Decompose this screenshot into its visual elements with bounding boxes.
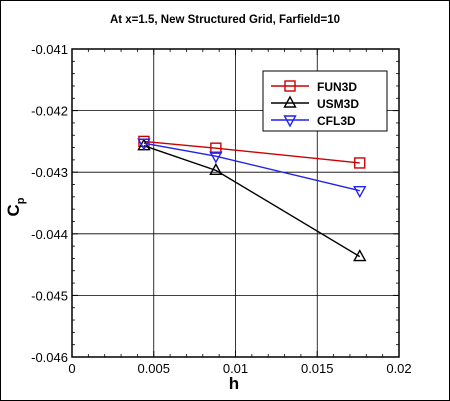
cfl3d-line — [143, 142, 360, 192]
y-tick-label: -0.046 — [31, 350, 68, 365]
y-axis-label-main: C — [4, 204, 23, 216]
y-tick-label: -0.041 — [31, 42, 68, 57]
legend-fun3d-label: FUN3D — [317, 80, 357, 94]
y-tick-label: -0.043 — [31, 165, 68, 180]
fun3d-point — [354, 157, 366, 169]
y-tick-label: -0.045 — [31, 288, 68, 303]
usm3d-point — [209, 162, 223, 176]
y-tick-label: -0.044 — [31, 227, 68, 242]
usm3d-line — [143, 145, 361, 258]
tick-layer: 0 0.005 0.01 0.015 0.02 -0.046 -0.045 -0.044 -0.… — [31, 42, 412, 376]
series-layer — [137, 135, 367, 262]
y-axis-label-group: Cp — [4, 197, 27, 216]
y-axis-label: Cp — [4, 197, 27, 216]
x-tick-label: 0.01 — [223, 361, 248, 376]
legend-box — [262, 70, 388, 132]
legend-fun3d-marker — [284, 80, 296, 92]
legend-usm3d-marker — [283, 95, 297, 108]
y-axis-label-sub: p — [15, 197, 27, 204]
x-tick-label: 0 — [68, 361, 75, 376]
usm3d-point — [353, 249, 367, 262]
chart-title: At x=1.5, New Structured Grid, Farfield=… — [110, 14, 340, 26]
cfl3d-point — [353, 185, 367, 199]
x-tick-label: 0.005 — [137, 361, 170, 376]
fun3d-point — [210, 142, 222, 154]
cfl3d-point — [137, 138, 151, 151]
legend-cfl3d-marker — [283, 115, 297, 128]
legend-usm3d-label: USM3D — [317, 97, 359, 111]
legend: FUN3D USM3D CFL3D — [262, 70, 388, 132]
fun3d-line — [143, 140, 360, 164]
x-tick-label: 0.02 — [386, 361, 411, 376]
y-tick-label: -0.042 — [31, 104, 68, 119]
x-axis-label: h — [229, 374, 239, 393]
cfl3d-point — [209, 151, 223, 164]
legend-cfl3d-label: CFL3D — [317, 114, 356, 128]
x-tick-label: 0.015 — [301, 361, 334, 376]
